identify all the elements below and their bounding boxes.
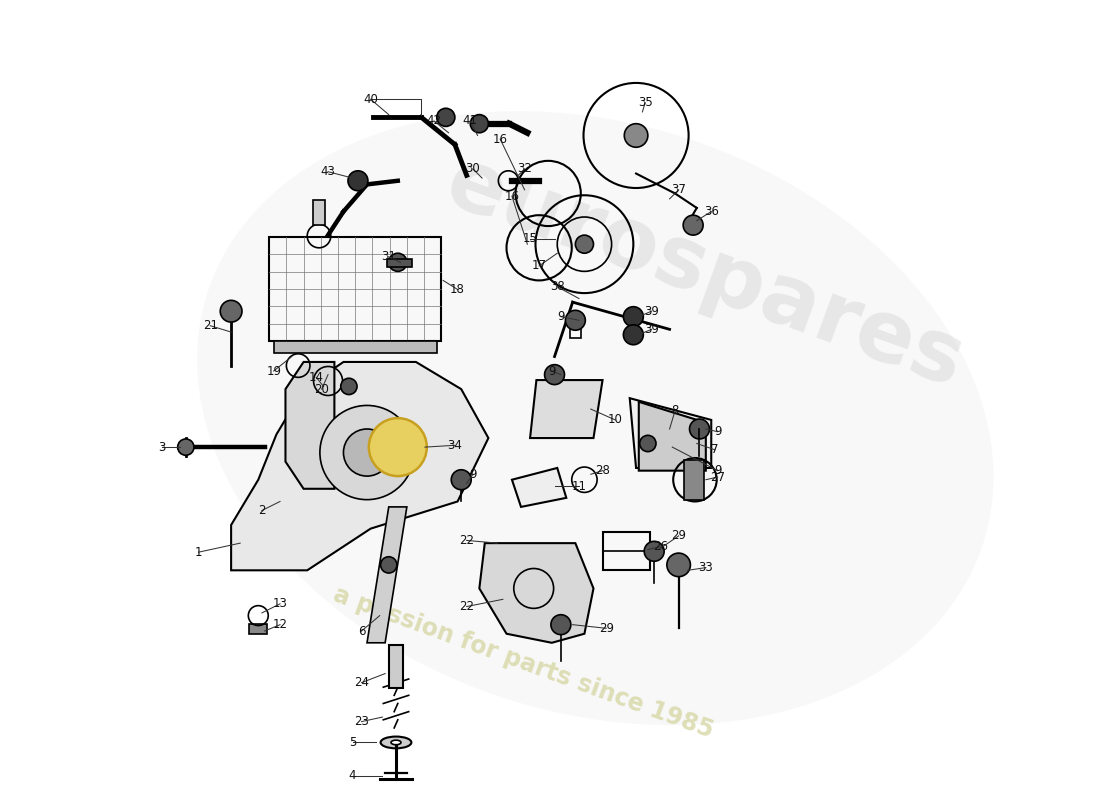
Text: 34: 34 <box>448 438 462 452</box>
Polygon shape <box>286 362 334 489</box>
Text: 30: 30 <box>465 162 481 175</box>
Text: 16: 16 <box>505 190 519 202</box>
Text: 8: 8 <box>671 404 679 418</box>
Text: 20: 20 <box>315 382 329 396</box>
Polygon shape <box>512 468 566 507</box>
Polygon shape <box>629 398 712 468</box>
Text: 19: 19 <box>266 365 282 378</box>
Text: 1: 1 <box>195 546 202 558</box>
Text: 14: 14 <box>309 371 323 384</box>
Text: 3: 3 <box>158 441 166 454</box>
Polygon shape <box>639 402 706 470</box>
Text: 12: 12 <box>273 618 287 631</box>
Circle shape <box>551 614 571 634</box>
Circle shape <box>624 325 644 345</box>
Circle shape <box>320 406 414 500</box>
Bar <box>250 624 267 634</box>
Text: 4: 4 <box>349 770 356 782</box>
Text: 9: 9 <box>548 365 556 378</box>
Text: 39: 39 <box>644 323 659 336</box>
Text: 22: 22 <box>459 534 474 547</box>
Text: 38: 38 <box>550 280 564 294</box>
Text: 21: 21 <box>202 319 218 332</box>
Bar <box>388 645 404 688</box>
Circle shape <box>624 306 644 326</box>
Circle shape <box>625 124 648 147</box>
Text: a passion for parts since 1985: a passion for parts since 1985 <box>330 582 716 743</box>
Circle shape <box>451 470 471 490</box>
Circle shape <box>368 418 427 476</box>
Text: 40: 40 <box>363 93 378 106</box>
Text: 7: 7 <box>711 443 718 456</box>
Text: 9: 9 <box>557 310 564 323</box>
Text: 36: 36 <box>704 205 718 218</box>
Circle shape <box>645 542 664 562</box>
Text: 31: 31 <box>382 250 396 263</box>
Text: 29: 29 <box>671 530 686 542</box>
Text: 6: 6 <box>358 625 365 638</box>
Circle shape <box>437 108 455 126</box>
Polygon shape <box>367 507 407 642</box>
Circle shape <box>565 310 585 330</box>
Circle shape <box>343 429 390 476</box>
Text: 9: 9 <box>714 426 722 438</box>
Text: 16: 16 <box>493 133 508 146</box>
Text: 32: 32 <box>517 162 532 175</box>
Ellipse shape <box>381 737 411 748</box>
Text: 43: 43 <box>320 166 336 178</box>
Circle shape <box>544 365 564 385</box>
Text: 9: 9 <box>714 464 722 477</box>
Text: 29: 29 <box>598 622 614 634</box>
Circle shape <box>667 553 691 577</box>
Text: 9: 9 <box>470 468 476 481</box>
Text: 24: 24 <box>354 676 370 689</box>
Text: 22: 22 <box>459 600 474 613</box>
Text: 33: 33 <box>698 561 713 574</box>
Polygon shape <box>530 380 603 438</box>
Polygon shape <box>480 543 594 642</box>
Text: 27: 27 <box>711 470 725 483</box>
Circle shape <box>220 300 242 322</box>
Text: eurospares: eurospares <box>433 141 975 406</box>
Circle shape <box>348 170 367 190</box>
Text: 15: 15 <box>522 232 538 246</box>
Circle shape <box>381 557 397 573</box>
Circle shape <box>341 378 358 394</box>
Text: 5: 5 <box>349 736 356 749</box>
Text: 26: 26 <box>653 540 668 554</box>
Bar <box>312 200 326 225</box>
Circle shape <box>575 235 594 254</box>
Text: 41: 41 <box>463 114 477 127</box>
Bar <box>387 258 412 267</box>
Text: 17: 17 <box>531 259 547 273</box>
Text: 11: 11 <box>572 479 586 493</box>
Text: 2: 2 <box>258 504 266 517</box>
Bar <box>603 532 650 570</box>
Circle shape <box>690 419 710 439</box>
Text: 42: 42 <box>427 114 441 127</box>
Text: 39: 39 <box>644 305 659 318</box>
Bar <box>684 460 704 500</box>
Text: 13: 13 <box>273 598 287 610</box>
Text: 28: 28 <box>595 464 610 477</box>
Ellipse shape <box>197 111 993 725</box>
Ellipse shape <box>390 740 402 745</box>
Text: 23: 23 <box>354 715 368 728</box>
Circle shape <box>471 114 488 133</box>
Bar <box>274 341 437 353</box>
Polygon shape <box>231 362 488 570</box>
Circle shape <box>640 435 656 452</box>
Text: 37: 37 <box>671 183 686 196</box>
Circle shape <box>388 254 407 271</box>
Bar <box>270 237 441 341</box>
Circle shape <box>683 215 703 235</box>
Text: 18: 18 <box>450 283 465 296</box>
Bar <box>570 318 581 338</box>
Circle shape <box>178 439 194 455</box>
Text: 35: 35 <box>638 96 652 110</box>
Text: 10: 10 <box>608 414 623 426</box>
